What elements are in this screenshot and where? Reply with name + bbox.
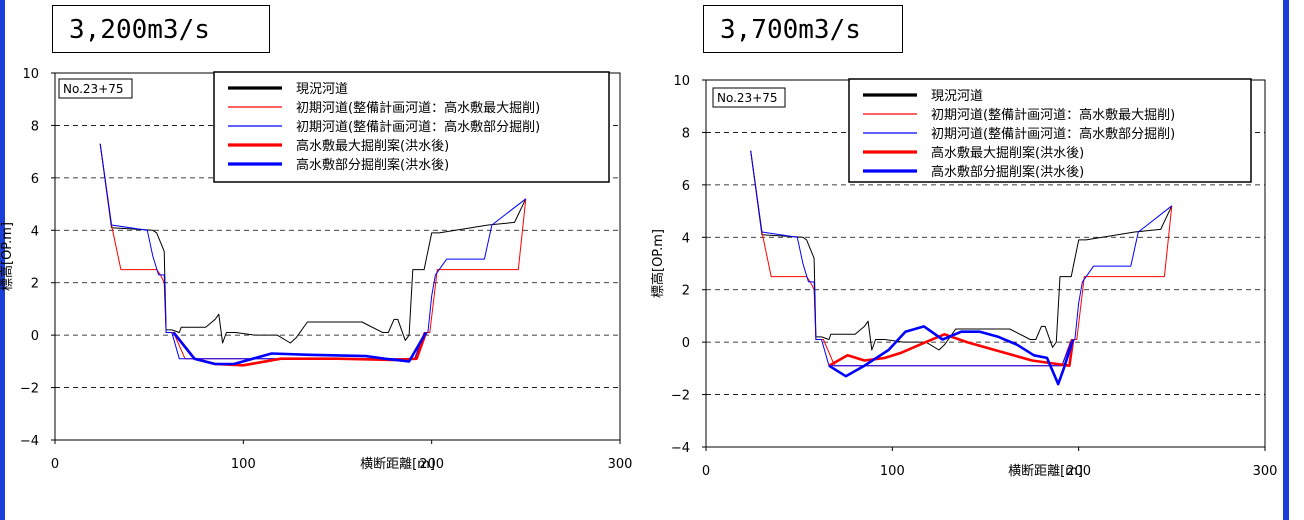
frame-border-left	[0, 0, 5, 520]
y-tick-label: 0	[682, 336, 690, 351]
station-label-box	[712, 87, 786, 108]
y-tick-label: 2	[682, 284, 690, 299]
y-tick-label: −2	[671, 389, 690, 404]
legend-label-3: 高水敷最大掘削案(洪水後)	[296, 138, 449, 154]
x-axis-label: 横断距離[m]	[360, 457, 435, 472]
x-tick-label: 100	[880, 464, 905, 479]
legend-label-1: 初期河道(整備計画河道：高水敷最大掘削)	[296, 100, 540, 116]
y-tick-label: −2	[20, 382, 39, 397]
legend-label-0: 現況河道	[296, 82, 348, 97]
x-tick-label: 300	[1253, 464, 1278, 479]
x-tick-label: 100	[231, 457, 256, 472]
y-tick-label: 8	[31, 119, 39, 134]
legend-label-4: 高水敷部分掘削案(洪水後)	[296, 157, 449, 173]
frame-border-right	[1283, 0, 1289, 520]
legend-label-2: 初期河道(整備計画河道：高水敷部分掘削)	[296, 119, 540, 135]
legend-label-0: 現況河道	[931, 89, 983, 104]
station-label-box	[58, 78, 133, 99]
station-label: No.23+75	[63, 82, 124, 96]
flow-rate-label-right: 3,700m3/s	[703, 5, 903, 53]
x-tick-label: 200	[1066, 464, 1091, 479]
series-line-4	[172, 331, 428, 366]
y-tick-label: 0	[31, 329, 39, 344]
series-line-3	[828, 332, 1075, 368]
flow-rate-label-left: 3,200m3/s	[52, 5, 270, 53]
series-line-4	[828, 325, 1075, 386]
y-tick-label: −4	[671, 441, 690, 456]
series-line-0	[99, 143, 527, 344]
y-axis-label: 標高[OP.m]	[0, 222, 15, 291]
series-line-2	[750, 150, 1173, 367]
legend-label-3: 高水敷最大掘削案(洪水後)	[931, 145, 1084, 161]
x-tick-label: 300	[608, 457, 633, 472]
y-axis-label: 標高[OP.m]	[650, 229, 666, 298]
x-axis-label: 横断距離[m]	[1008, 464, 1083, 479]
x-tick-label: 200	[419, 457, 444, 472]
y-tick-label: −4	[20, 434, 39, 449]
y-tick-label: 2	[31, 277, 39, 292]
x-tick-label: 0	[51, 457, 59, 472]
y-tick-label: 4	[31, 224, 39, 239]
y-tick-label: 8	[682, 126, 690, 141]
y-tick-label: 6	[682, 179, 690, 194]
y-tick-label: 6	[31, 172, 39, 187]
station-label: No.23+75	[717, 91, 778, 105]
x-tick-label: 0	[702, 464, 710, 479]
y-tick-label: 4	[682, 231, 690, 246]
legend-label-1: 初期河道(整備計画河道：高水敷最大掘削)	[931, 107, 1175, 123]
legend-label-2: 初期河道(整備計画河道：高水敷部分掘削)	[931, 126, 1175, 142]
y-tick-label: 10	[22, 67, 39, 82]
y-tick-label: 10	[673, 74, 690, 89]
legend-label-4: 高水敷部分掘削案(洪水後)	[931, 164, 1084, 180]
